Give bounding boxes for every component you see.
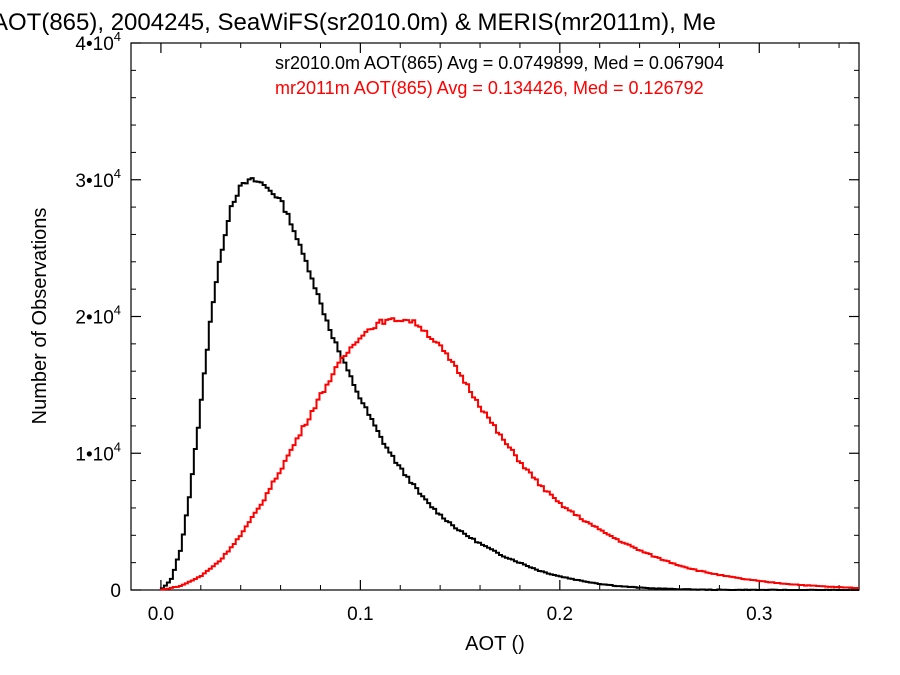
series-line-black: [159, 177, 859, 591]
y-axis-label: Number of Observations: [29, 208, 51, 425]
plot-frame: [130, 42, 860, 591]
x-tick-label: 0.2: [547, 604, 573, 625]
chart-title: AOT(865), 2004245, SeaWiFS(sr2010.0m) & …: [0, 9, 716, 36]
x-tick-label: 0.1: [347, 604, 373, 625]
legend-entry-black: sr2010.0m AOT(865) Avg = 0.0749899, Med …: [275, 53, 724, 73]
x-tick-label: 0.3: [746, 604, 772, 625]
y-tick-label: 4•104: [75, 29, 121, 55]
legend: sr2010.0m AOT(865) Avg = 0.0749899, Med …: [275, 53, 724, 98]
y-tick-label: 0: [110, 581, 121, 602]
y-tick-label: 2•104: [75, 303, 121, 329]
legend-entry-red: mr2011m AOT(865) Avg = 0.134426, Med = 0…: [275, 78, 704, 98]
x-axis-label: AOT (): [465, 633, 525, 655]
y-tick-label: 1•104: [75, 439, 121, 465]
x-tick-label: 0.0: [148, 604, 174, 625]
series-line-red: [159, 317, 859, 591]
axes-layer: 0.0 0.1 0.2 0.3 0 1•104 2•104 3•104 4•104: [75, 29, 859, 625]
series-layer: [159, 177, 859, 591]
y-tick-label: 3•104: [75, 166, 121, 192]
